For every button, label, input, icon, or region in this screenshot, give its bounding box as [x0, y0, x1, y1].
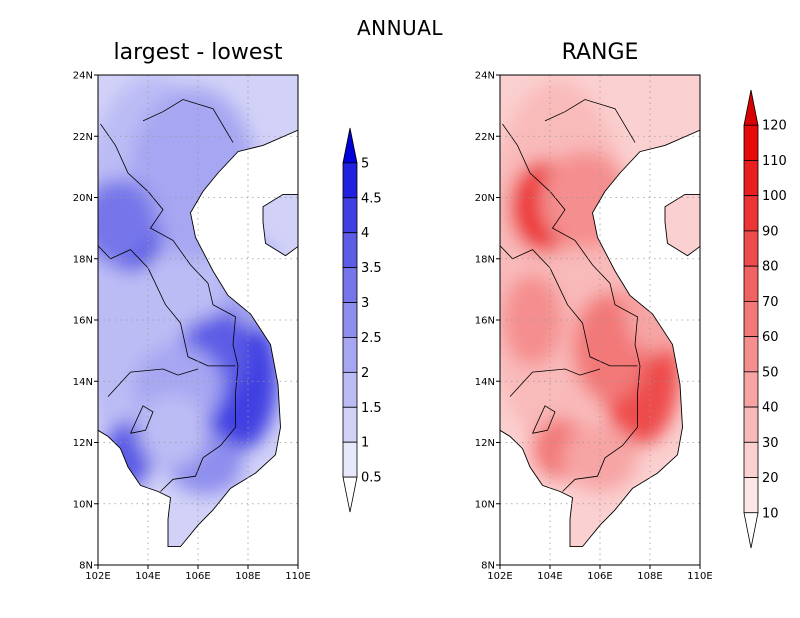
- contour-blob: [502, 274, 563, 366]
- lat-tick-label: 12N: [73, 438, 93, 449]
- colorbar-label: 10: [762, 506, 779, 521]
- colorbar-label: 100: [762, 189, 787, 204]
- colorbar-label: 110: [762, 154, 787, 169]
- colorbar-label: 90: [762, 224, 779, 239]
- colorbar-max-triangle: [743, 89, 759, 126]
- colorbar-label: 60: [762, 330, 779, 345]
- colorbar-box: [743, 406, 759, 443]
- contour-blob: [138, 393, 208, 467]
- colorbar-box: [743, 477, 759, 514]
- lat-tick-label: 16N: [73, 316, 93, 327]
- colorbar-label: 4.5: [361, 191, 382, 206]
- lon-tick-label: 110E: [687, 571, 712, 582]
- country-border: [107, 368, 199, 397]
- colorbar-box: [342, 441, 358, 478]
- lat-tick-label: 8N: [481, 561, 495, 572]
- country-border: [142, 99, 234, 143]
- lat-tick-label: 10N: [73, 499, 93, 510]
- lat-tick-label: 20N: [475, 193, 495, 204]
- colorbar-box: [743, 195, 759, 232]
- lat-tick-label: 14N: [73, 377, 93, 388]
- country-border: [544, 99, 636, 143]
- lon-tick-label: 104E: [537, 571, 562, 582]
- country-border: [100, 123, 239, 492]
- country-border: [130, 405, 154, 434]
- colorbar-box: [743, 265, 759, 302]
- colorbar-label: 0.5: [361, 471, 382, 486]
- colorbar-label: 2.5: [361, 331, 382, 346]
- colorbar-box: [743, 124, 759, 161]
- contour-blob: [98, 179, 156, 265]
- lon-tick-label: 106E: [185, 571, 210, 582]
- colorbar-box: [743, 371, 759, 408]
- lat-tick-label: 20N: [73, 193, 93, 204]
- lon-tick-label: 110E: [285, 571, 310, 582]
- colorbar-label: 3.5: [361, 261, 382, 276]
- contour-blob: [625, 261, 685, 354]
- colorbar-label: 3: [361, 296, 369, 311]
- colorbar-box: [743, 160, 759, 197]
- colorbar-label: 20: [762, 471, 779, 486]
- lat-tick-label: 16N: [475, 316, 495, 327]
- colorbar-label: 80: [762, 260, 779, 275]
- colorbar-label: 1.5: [361, 401, 382, 416]
- colorbar-box: [342, 232, 358, 269]
- left-panel-title: largest - lowest: [113, 40, 283, 65]
- lat-tick-label: 24N: [73, 71, 93, 82]
- lon-tick-label: 108E: [235, 571, 260, 582]
- colorbar-label: 4: [361, 226, 369, 241]
- lon-tick-label: 108E: [637, 571, 662, 582]
- lat-tick-label: 22N: [475, 132, 495, 143]
- contour-blob: [540, 151, 630, 250]
- colorbar-box: [342, 267, 358, 303]
- lon-tick-label: 104E: [135, 571, 160, 582]
- colorbar-box: [342, 406, 358, 443]
- colorbar-box: [342, 337, 358, 373]
- colorbar-box: [342, 162, 358, 199]
- colorbar-box: [743, 230, 759, 267]
- coastline: [500, 75, 700, 548]
- colorbar-max-triangle: [342, 127, 358, 164]
- colorbar-label: 2: [361, 366, 369, 381]
- lat-tick-label: 12N: [475, 438, 495, 449]
- colorbar-box: [743, 336, 759, 373]
- contour-blob: [225, 237, 281, 330]
- colorbar-label: 5: [361, 156, 369, 171]
- colorbar-box: [743, 441, 759, 478]
- right-panel-title: RANGE: [561, 40, 639, 65]
- lat-tick-label: 18N: [73, 254, 93, 265]
- colorbar-min-triangle: [342, 476, 358, 513]
- colorbar-box: [342, 197, 358, 234]
- colorbar-label: 70: [762, 295, 779, 310]
- lat-tick-label: 18N: [475, 254, 495, 265]
- colorbar-label: 1: [361, 436, 369, 451]
- country-border: [532, 405, 556, 434]
- colorbar-box: [342, 371, 358, 408]
- lat-tick-label: 14N: [475, 377, 495, 388]
- lat-tick-label: 8N: [79, 561, 93, 572]
- colorbar-box: [342, 302, 358, 338]
- colorbar-label: 50: [762, 365, 779, 380]
- colorbar-box: [743, 300, 759, 338]
- main-title: ANNUAL: [356, 16, 444, 40]
- colorbar-label: 30: [762, 436, 779, 451]
- lat-tick-label: 10N: [475, 499, 495, 510]
- left-colorbar: 5 4.5 4 3.5 3 2.5 2 1.5 1 0.5: [342, 127, 382, 513]
- lon-tick-label: 102E: [85, 571, 110, 582]
- colorbar-label: 40: [762, 401, 779, 416]
- country-border: [509, 368, 601, 397]
- lat-tick-label: 24N: [475, 71, 495, 82]
- coastline: [98, 75, 298, 548]
- lat-tick-label: 22N: [73, 132, 93, 143]
- country-border: [502, 123, 641, 492]
- colorbar-label: 120: [762, 119, 787, 134]
- contour-blob: [562, 424, 638, 492]
- colorbar-min-triangle: [743, 512, 759, 549]
- right-colorbar: 120 110 100 90 80 70 60 50 40 30 20 10: [743, 89, 787, 549]
- lon-tick-label: 102E: [487, 571, 512, 582]
- lon-tick-label: 106E: [587, 571, 612, 582]
